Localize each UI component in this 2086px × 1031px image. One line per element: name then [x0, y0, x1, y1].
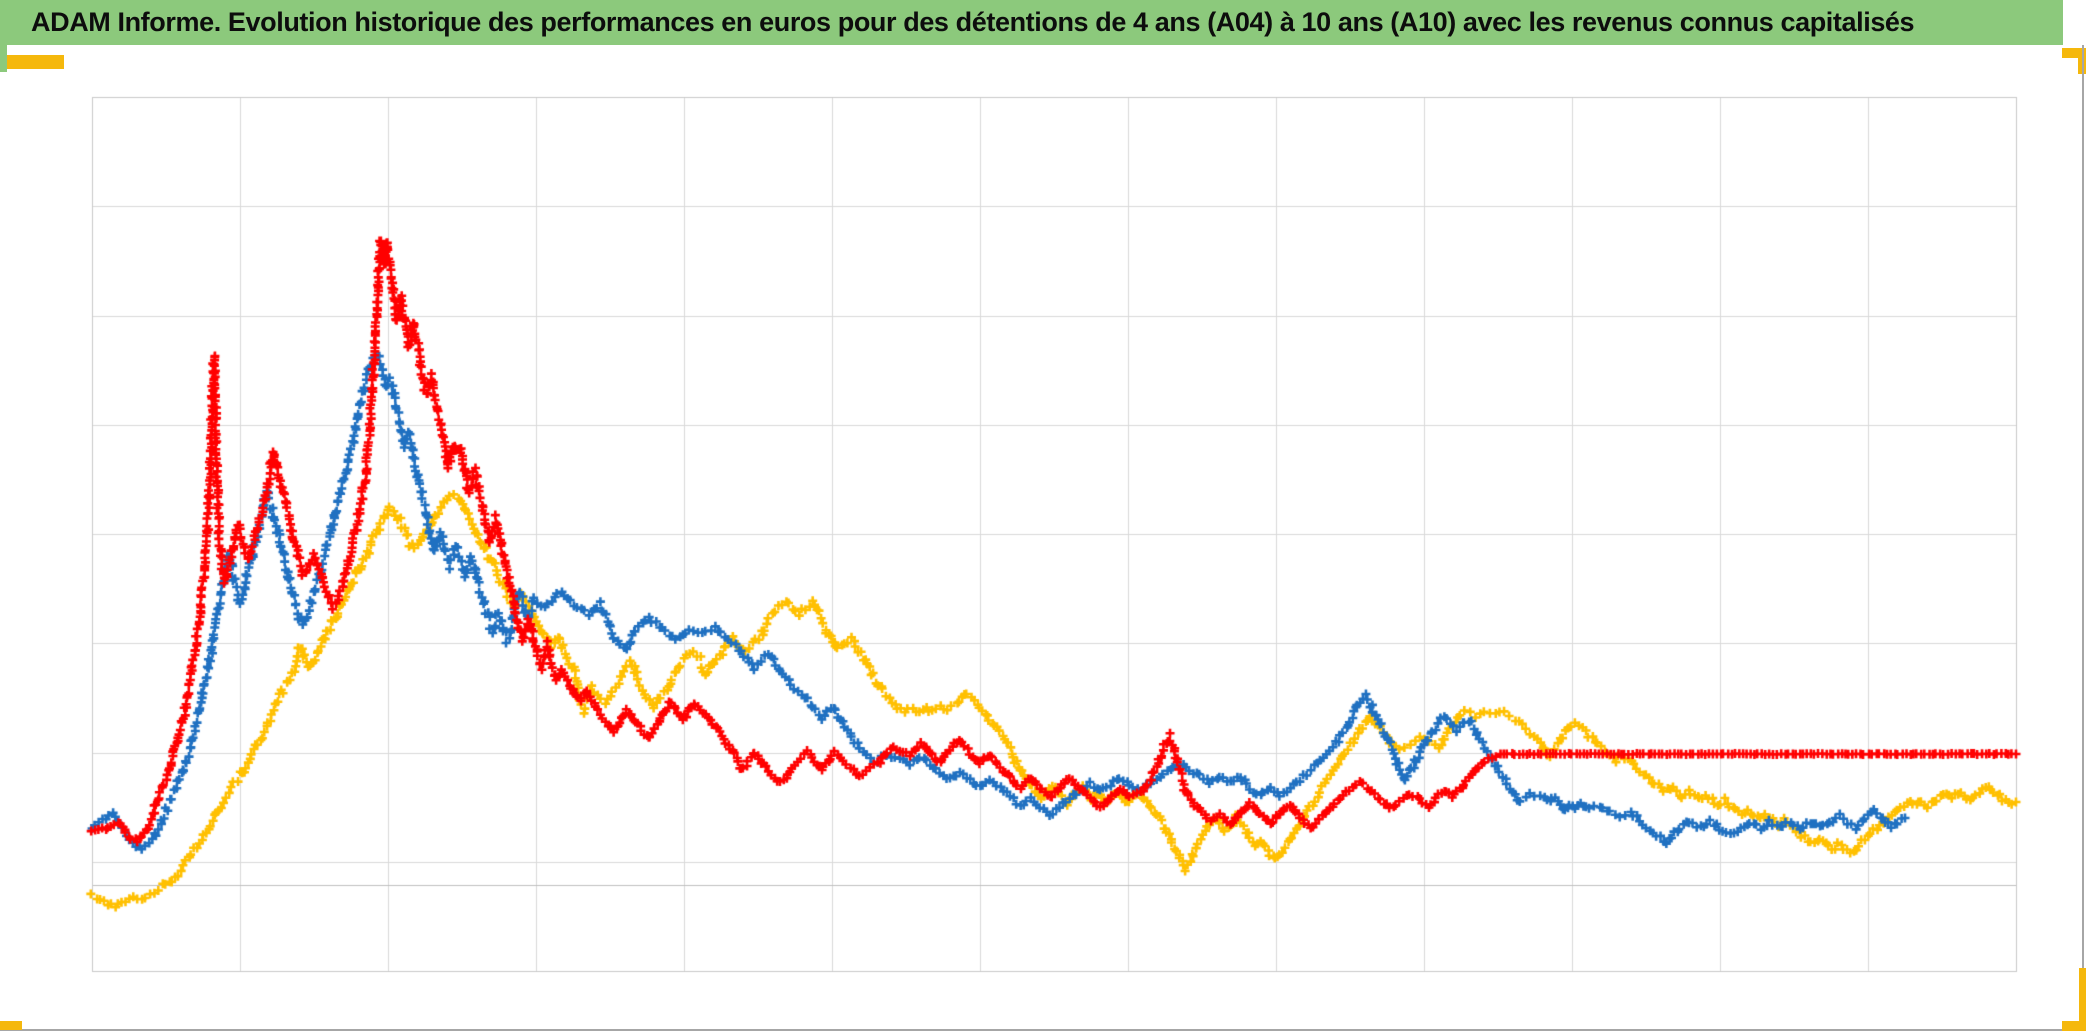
corner-mark-top-right-h: [2062, 48, 2086, 58]
corner-mark-bottom-left: [0, 1021, 22, 1030]
corner-mark-bottom-right-h: [2062, 1021, 2086, 1031]
title-banner: ADAM Informe. Evolution historique des p…: [0, 0, 2063, 45]
window-border-right: [2082, 45, 2084, 1030]
window-border-bottom: [0, 1029, 2086, 1031]
page-title: ADAM Informe. Evolution historique des p…: [31, 7, 1915, 37]
title-bar-left-tab: [0, 45, 7, 72]
corner-mark-top-left: [7, 55, 64, 69]
corner-mark-bottom-right-v: [2079, 968, 2086, 1031]
